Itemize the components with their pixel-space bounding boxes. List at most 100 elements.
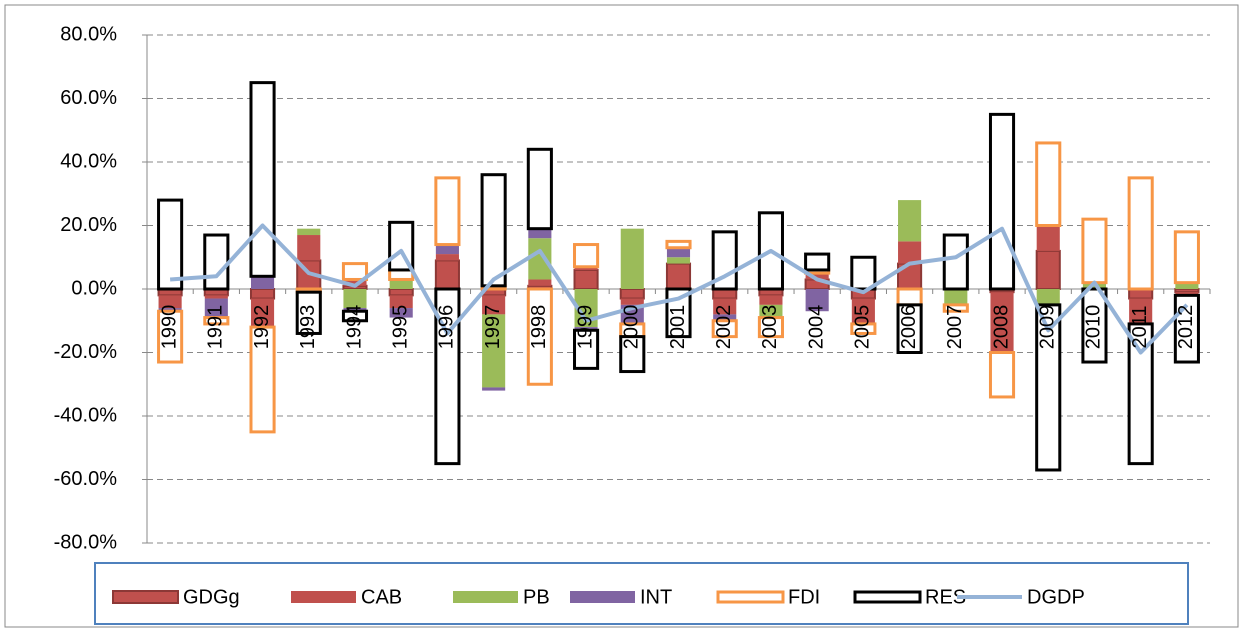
x-tick-label: 2009 — [1037, 305, 1059, 350]
bar — [665, 239, 692, 250]
bar — [204, 295, 228, 299]
bar — [1127, 322, 1154, 466]
bar — [988, 112, 1016, 291]
x-tick-label: 1993 — [297, 305, 319, 350]
x-tick-label: 1994 — [343, 305, 365, 350]
bar — [204, 298, 228, 318]
bar — [713, 298, 737, 315]
x-tick-label: 1998 — [528, 305, 550, 350]
bar — [711, 319, 738, 339]
bar — [434, 176, 461, 247]
bar — [528, 238, 552, 280]
y-tick-label: -20.0% — [54, 341, 118, 363]
bar — [389, 308, 413, 318]
legend-label: RES — [925, 586, 966, 608]
x-tick-label: 1997 — [482, 305, 504, 350]
x-tick-label: 1996 — [436, 305, 458, 350]
bar — [528, 228, 552, 239]
bar — [666, 247, 691, 258]
x-tick-label: 2000 — [621, 305, 643, 350]
legend-label: DGDP — [1027, 586, 1085, 608]
bar — [435, 254, 459, 261]
y-tick-label: -60.0% — [54, 468, 118, 490]
legend-swatch — [716, 590, 785, 604]
legend-swatch — [453, 591, 518, 603]
x-tick-label: 2001 — [667, 305, 689, 350]
x-tick-label: 2012 — [1175, 305, 1197, 350]
bar — [1081, 217, 1108, 285]
line-series — [169, 223, 1189, 355]
bar — [158, 308, 182, 312]
y-tick-label: 60.0% — [60, 87, 117, 109]
bar — [250, 276, 275, 289]
bar — [944, 289, 968, 305]
bar — [249, 325, 276, 434]
bar — [988, 351, 1016, 399]
bar — [1036, 225, 1060, 251]
bar — [1081, 287, 1108, 364]
bar — [713, 314, 737, 321]
legend-label: GDGg — [183, 586, 240, 608]
bar — [1127, 176, 1154, 291]
bar — [389, 279, 413, 289]
y-tick-label: 0.0% — [71, 277, 117, 299]
x-tick-label: 1991 — [205, 305, 227, 350]
bar — [434, 259, 460, 290]
x-tick-label: 2006 — [898, 305, 920, 350]
x-tick-label: 1992 — [251, 305, 273, 350]
x-tick-label: 2007 — [944, 305, 966, 350]
bar — [343, 279, 367, 286]
bar — [203, 316, 230, 326]
legend-swatch — [853, 590, 922, 604]
bar — [804, 252, 831, 272]
bar — [805, 289, 829, 312]
x-tick-label: 2011 — [1129, 305, 1151, 348]
bar — [1175, 282, 1199, 289]
bar — [896, 303, 923, 354]
bar — [482, 295, 506, 315]
bar — [757, 316, 784, 339]
bar — [343, 308, 367, 312]
bar — [898, 200, 922, 242]
y-tick-label: -40.0% — [54, 404, 118, 426]
legend-label: INT — [640, 586, 672, 608]
bar — [249, 288, 276, 300]
bar — [341, 309, 369, 323]
bar — [1035, 249, 1061, 290]
bar — [1174, 288, 1200, 294]
bar — [528, 279, 552, 286]
legend-label: FDI — [788, 586, 820, 608]
bar — [480, 173, 507, 288]
bar — [157, 198, 184, 291]
x-tick-label: 2003 — [759, 305, 781, 350]
bar — [805, 273, 829, 280]
bar — [665, 262, 692, 291]
bar — [620, 228, 644, 289]
x-tick-label: 2004 — [805, 305, 827, 350]
bar — [157, 309, 184, 364]
x-tick-label: 1990 — [158, 305, 180, 350]
bar — [666, 257, 691, 264]
bar — [759, 304, 783, 318]
bar — [896, 287, 923, 307]
bar — [898, 241, 922, 264]
bar — [850, 322, 877, 335]
bar — [1036, 289, 1060, 305]
x-tick-label: 1995 — [389, 305, 411, 350]
y-tick-label: 40.0% — [60, 150, 117, 172]
bar — [297, 235, 321, 261]
bar — [343, 289, 367, 309]
bar — [574, 327, 598, 331]
legend-swatch — [570, 591, 635, 603]
bar — [1129, 298, 1153, 324]
bar — [851, 298, 875, 324]
bar — [158, 295, 182, 309]
bar — [942, 233, 969, 291]
x-tick-label: 1999 — [574, 305, 596, 350]
y-tick-label: 20.0% — [60, 214, 117, 236]
bar — [1173, 230, 1200, 285]
legend-label: PB — [523, 586, 550, 608]
bar — [388, 288, 414, 297]
bar — [850, 255, 877, 291]
